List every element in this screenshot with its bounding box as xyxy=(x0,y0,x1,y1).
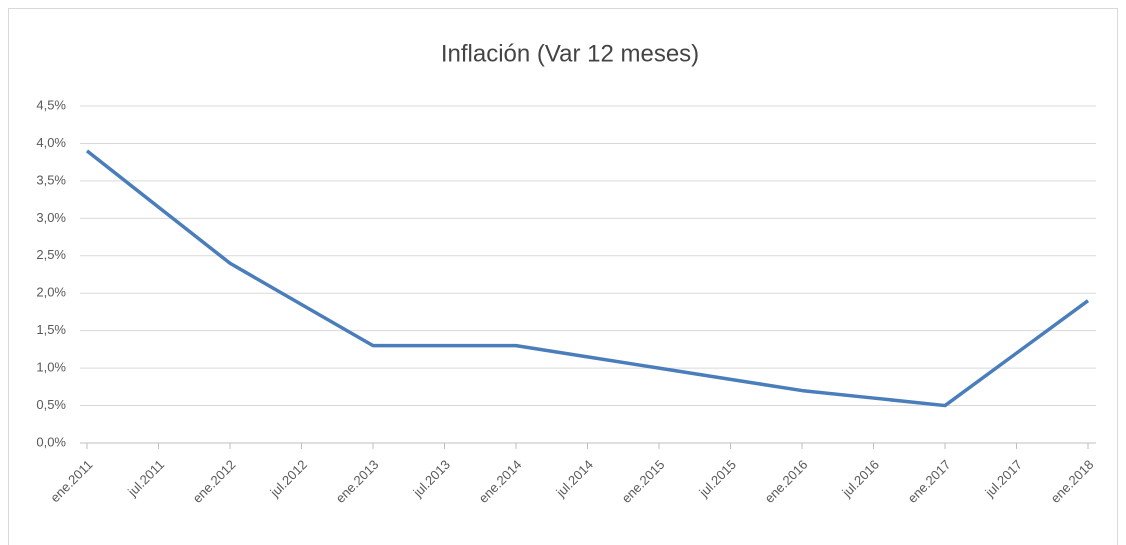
y-tick-label: 4,0% xyxy=(36,135,66,150)
y-tick-label: 4,5% xyxy=(36,97,66,112)
y-tick-label: 0,5% xyxy=(36,397,66,412)
chart-title: Inflación (Var 12 meses) xyxy=(441,40,699,67)
y-tick-label: 0,0% xyxy=(36,434,66,449)
y-tick-label: 1,5% xyxy=(36,322,66,337)
y-tick-label: 2,0% xyxy=(36,285,66,300)
y-tick-label: 1,0% xyxy=(36,360,66,375)
y-tick-label: 3,5% xyxy=(36,172,66,187)
chart-border xyxy=(8,8,1118,545)
y-tick-label: 3,0% xyxy=(36,210,66,225)
line-series xyxy=(85,149,1090,408)
y-tick-label: 2,5% xyxy=(36,247,66,262)
